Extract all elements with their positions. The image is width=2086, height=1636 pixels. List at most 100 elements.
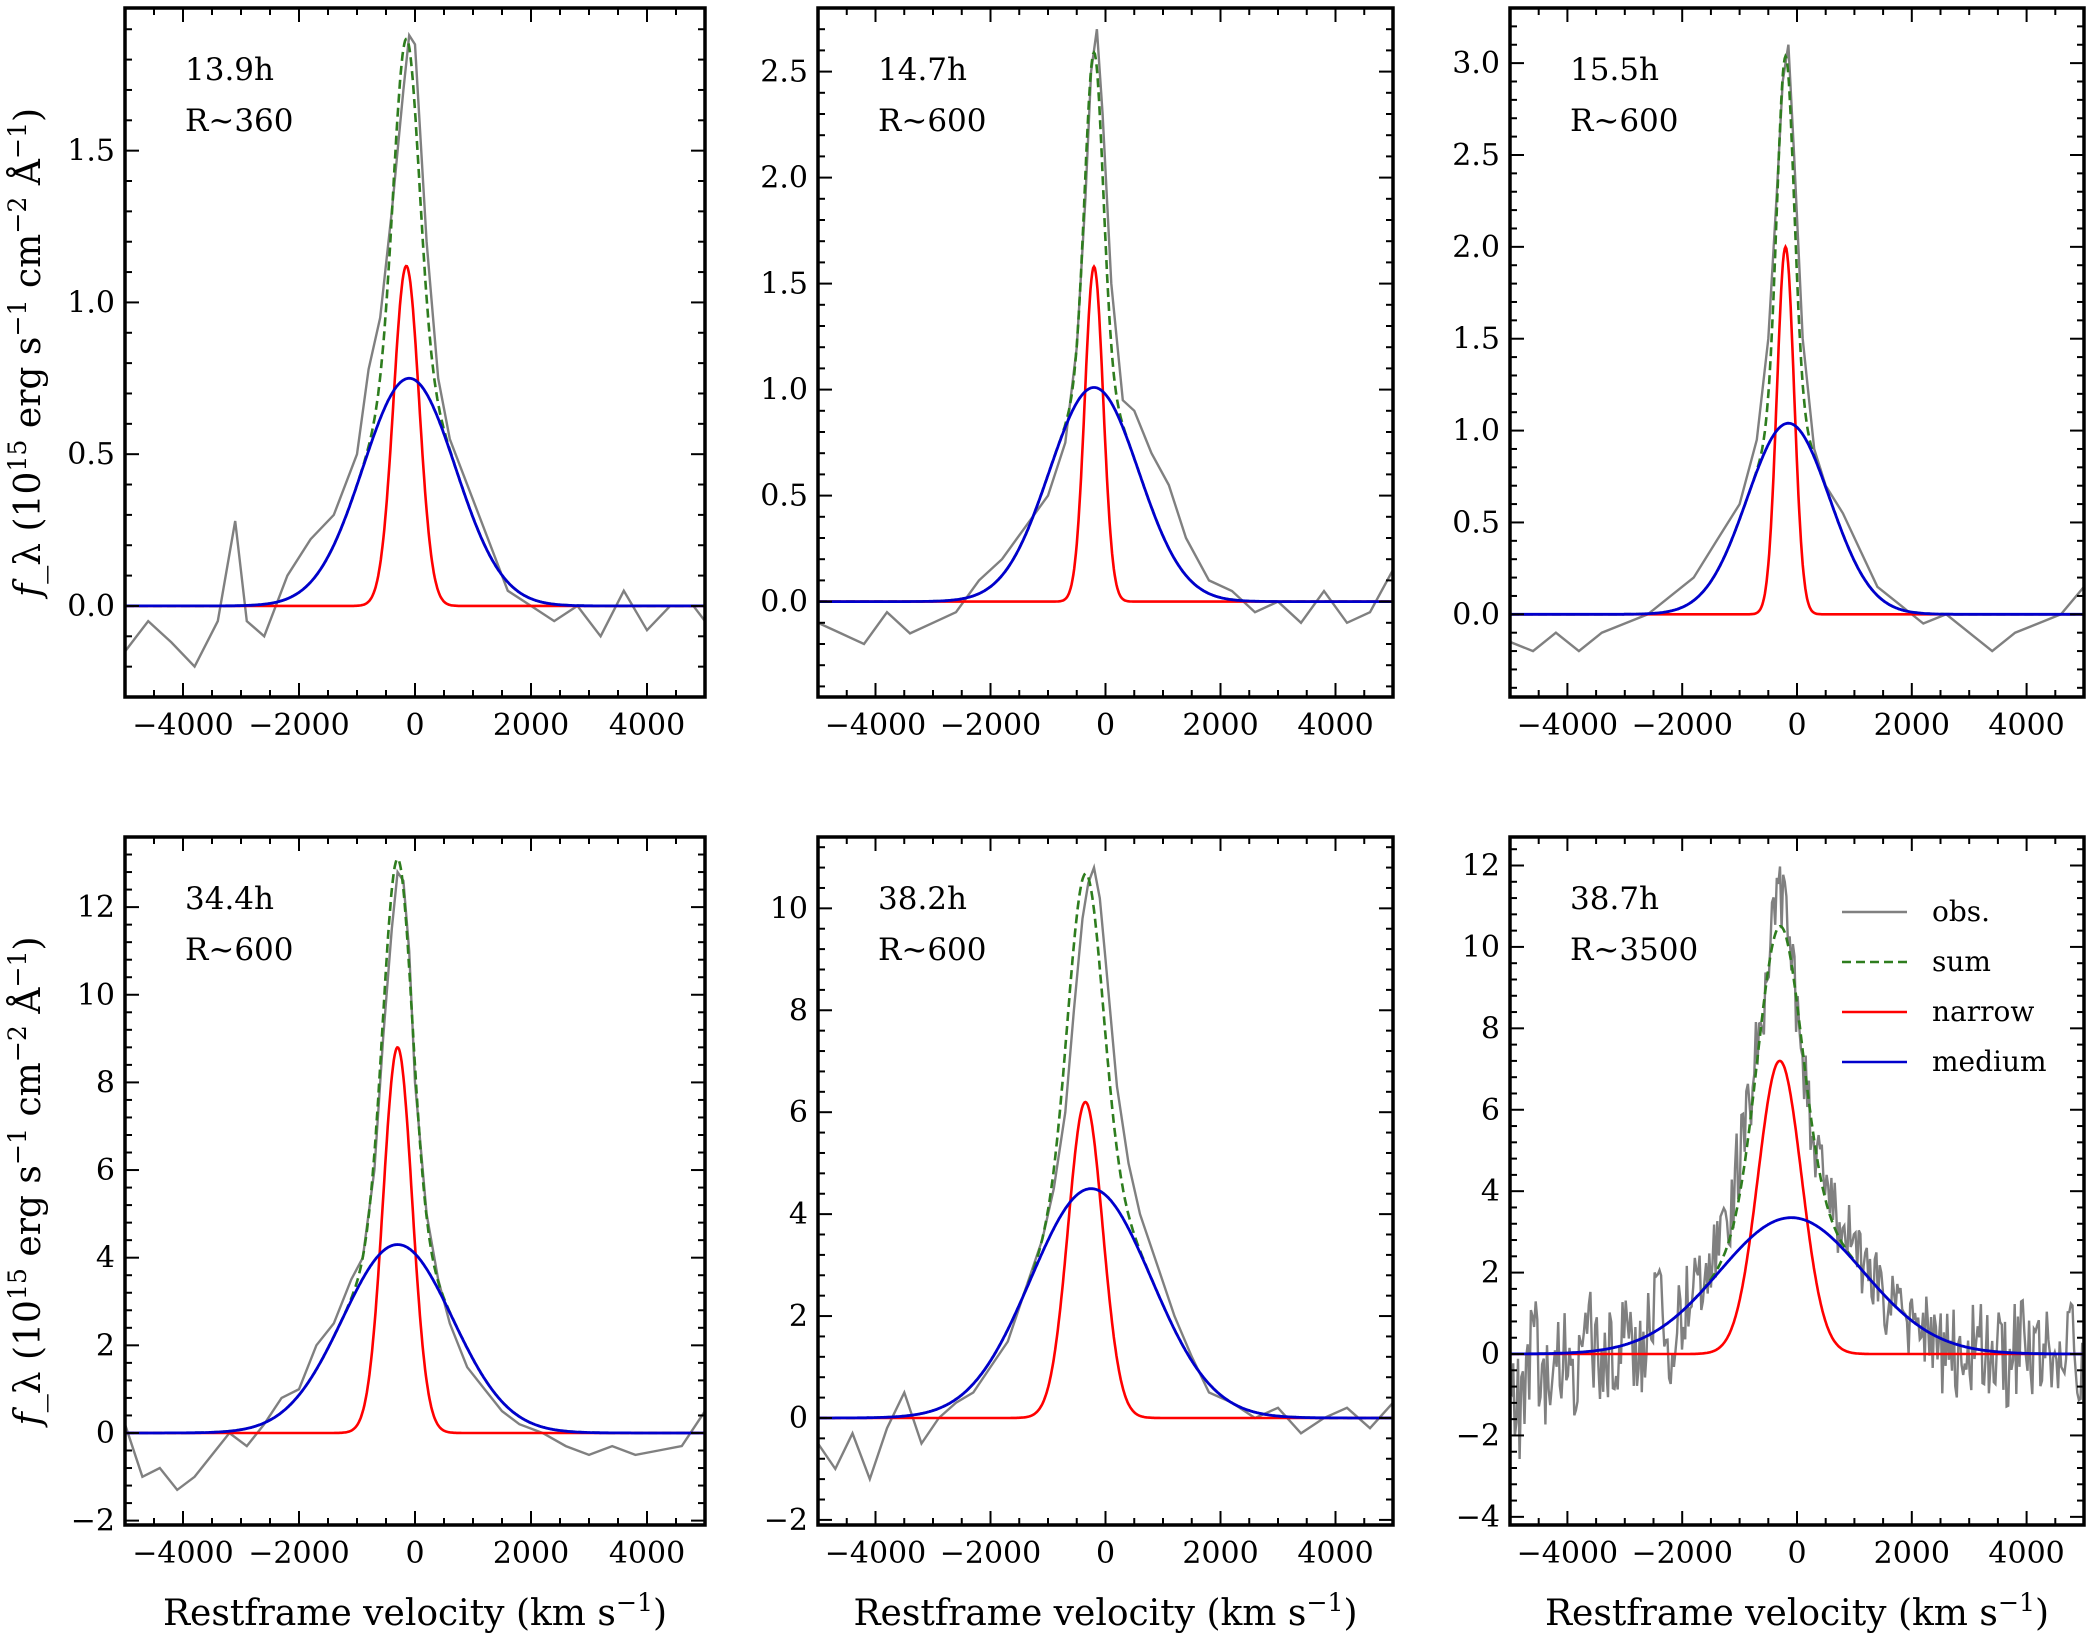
y-tick-label: 10 — [77, 978, 115, 1013]
y-tick-label: 8 — [1481, 1011, 1500, 1046]
y-tick-label: 1.5 — [1452, 322, 1500, 357]
x-tick-label: 0 — [405, 708, 424, 743]
x-tick-label: 4000 — [1988, 708, 2064, 743]
time-annotation: 14.7h — [878, 52, 967, 88]
y-tick-label: 1.0 — [760, 373, 808, 408]
sum-curve — [1510, 924, 2084, 1356]
legend: obs. sum narrow medium — [1842, 895, 2047, 1078]
medium-component — [1510, 421, 2084, 616]
x-tick-label: 0 — [1787, 708, 1806, 743]
x-tick-label: −2000 — [940, 1536, 1041, 1571]
y-tick-label: 1.0 — [67, 285, 115, 320]
panel-6: −4000 −2000 0 2000 4000 −4 −2 0 2 4 6 8 10 12 38.7h R~3… — [1456, 835, 2086, 1634]
medium-component — [818, 386, 1393, 603]
x-tick-label: −4000 — [132, 1536, 233, 1571]
x-tick-label: 2000 — [1874, 708, 1950, 743]
x-tick-label: −4000 — [825, 1536, 926, 1571]
x-tick-label: 2000 — [1874, 1536, 1950, 1571]
y-tick-label: 0.5 — [760, 479, 808, 514]
y-tick-label: −2 — [764, 1503, 808, 1538]
x-tick-label: 2000 — [493, 708, 569, 743]
x-tick-label: −4000 — [1517, 708, 1618, 743]
resolution-annotation: R~600 — [878, 103, 987, 139]
time-annotation: 15.5h — [1570, 52, 1659, 88]
y-tick-label: −2 — [71, 1504, 115, 1539]
y-tick-label: 0.0 — [760, 585, 808, 620]
legend-label: obs. — [1932, 895, 1990, 928]
y-tick-label: 1.0 — [1452, 414, 1500, 449]
y-tick-label: 4 — [1481, 1174, 1500, 1209]
y-tick-label: 0 — [96, 1416, 115, 1451]
y-tick-label: 10 — [1462, 930, 1500, 965]
x-tick-label: −2000 — [248, 1536, 349, 1571]
plot-area — [818, 863, 1393, 1483]
x-tick-label: 2000 — [1182, 708, 1258, 743]
y-tick-label: 4 — [789, 1197, 808, 1232]
time-annotation: 34.4h — [185, 881, 274, 917]
narrow-component — [125, 264, 705, 608]
x-tick-label: 0 — [405, 1536, 424, 1571]
x-tick-label: 2000 — [1182, 1536, 1258, 1571]
y-tick-label: 6 — [789, 1095, 808, 1130]
plot-area — [125, 31, 705, 669]
sum-curve — [818, 872, 1393, 1420]
sum-curve — [1510, 53, 2084, 616]
narrow-component — [1510, 1059, 2084, 1356]
x-tick-label: 2000 — [493, 1536, 569, 1571]
y-tick-label: 2.0 — [760, 161, 808, 196]
resolution-annotation: R~360 — [185, 103, 294, 139]
panel-2: −4000 −2000 0 2000 4000 0.0 0.5 1.0 1.5 2.0 2.5 14.… — [760, 6, 1395, 743]
x-tick-label: −2000 — [940, 708, 1041, 743]
y-tick-label: 4 — [96, 1241, 115, 1276]
x-axis-label: Restframe velocity (km s−1) — [853, 1588, 1357, 1635]
plot-area — [1510, 44, 2084, 653]
x-tick-label: 0 — [1787, 1536, 1806, 1571]
x-tick-label: −4000 — [1517, 1536, 1618, 1571]
medium-component — [1510, 1216, 2084, 1356]
y-tick-label: 2.5 — [760, 55, 808, 90]
y-tick-label: 2 — [789, 1299, 808, 1334]
x-tick-label: −2000 — [1631, 708, 1732, 743]
x-tick-label: 4000 — [1297, 1536, 1373, 1571]
x-tick-label: 4000 — [609, 708, 685, 743]
time-annotation: 13.9h — [185, 52, 274, 88]
time-annotation: 38.7h — [1570, 881, 1659, 917]
resolution-annotation: R~3500 — [1570, 932, 1698, 968]
y-tick-label: 2 — [96, 1328, 115, 1363]
y-tick-label: 2 — [1481, 1256, 1500, 1291]
x-tick-label: −4000 — [132, 708, 233, 743]
y-tick-label: 0.5 — [1452, 505, 1500, 540]
plot-area — [1510, 866, 2084, 1460]
resolution-annotation: R~600 — [185, 932, 294, 968]
x-axis-label: Restframe velocity (km s−1) — [163, 1588, 667, 1635]
narrow-component — [818, 264, 1393, 603]
y-tick-label: 6 — [96, 1153, 115, 1188]
y-tick-label: −2 — [1456, 1418, 1500, 1453]
narrow-component — [818, 1100, 1393, 1420]
y-axis-label: f_λ (1015 erg s−1 cm−2 Å−1) — [3, 936, 50, 1428]
x-tick-label: 0 — [1096, 1536, 1115, 1571]
narrow-component — [125, 1045, 705, 1435]
legend-label: sum — [1932, 945, 1991, 978]
y-tick-label: 0.5 — [67, 437, 115, 472]
x-tick-label: 4000 — [1297, 708, 1373, 743]
y-tick-label: 3.0 — [1452, 46, 1500, 81]
resolution-annotation: R~600 — [1570, 103, 1679, 139]
resolution-annotation: R~600 — [878, 932, 987, 968]
y-tick-label: 10 — [770, 891, 808, 926]
panel-4: −4000 −2000 0 2000 4000 −2 0 2 4 6 8 10 12 34.4h R~600… — [3, 835, 707, 1635]
y-tick-label: 1.5 — [67, 134, 115, 169]
observed-spectrum — [1510, 44, 2084, 653]
y-tick-label: 12 — [77, 890, 115, 925]
medium-component — [125, 376, 705, 608]
y-tick-label: 2.5 — [1452, 138, 1500, 173]
legend-label: narrow — [1932, 995, 2034, 1028]
panel-3: −4000 −2000 0 2000 4000 0.0 0.5 1.0 1.5 2.0 2.5 3.0… — [1452, 6, 2086, 743]
y-tick-label: 0.0 — [1452, 597, 1500, 632]
x-tick-label: 4000 — [1988, 1536, 2064, 1571]
y-tick-label: 8 — [789, 993, 808, 1028]
panel-5: −4000 −2000 0 2000 4000 −2 0 2 4 6 8 10 38.2h R~600 Re… — [764, 835, 1395, 1635]
x-tick-label: −2000 — [1631, 1536, 1732, 1571]
observed-spectrum — [818, 29, 1393, 646]
